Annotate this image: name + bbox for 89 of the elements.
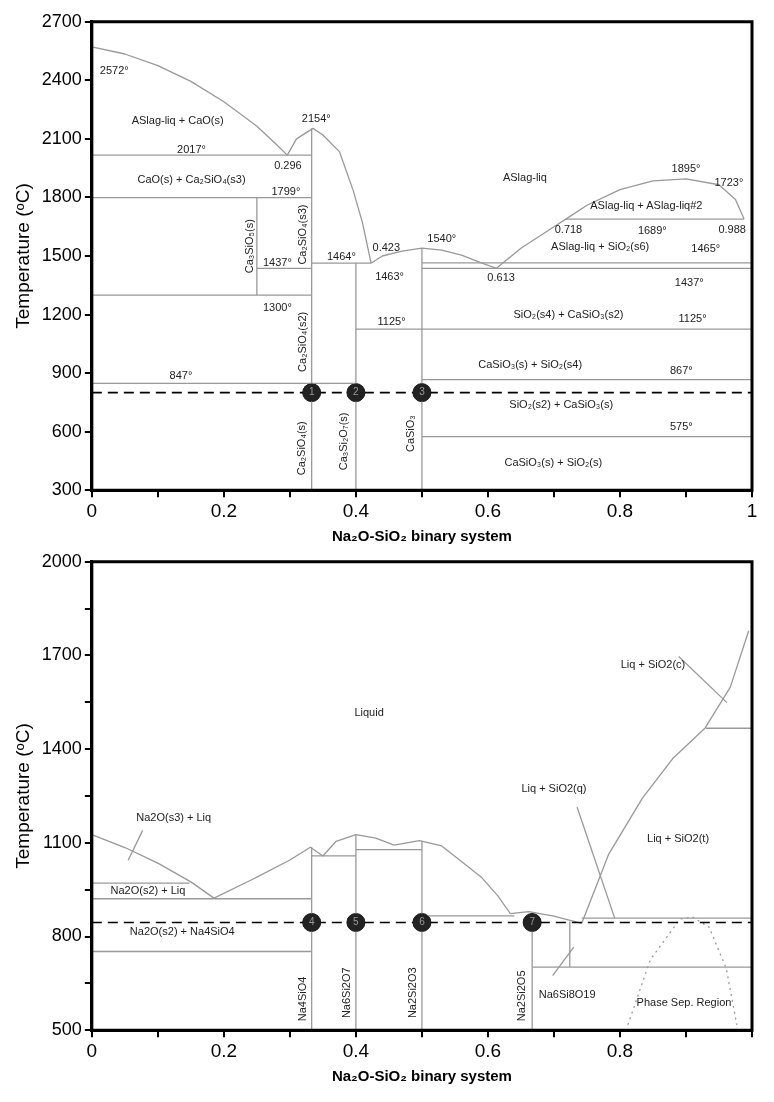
annotation: ASlag-liq + ASlag-liq#2 (590, 199, 703, 212)
annotation: 0.296 (274, 159, 302, 172)
annotation: Na6Si8O19 (538, 987, 596, 1000)
y-tick-label: 2400 (41, 69, 82, 90)
annotation: Na2O(s2) + Liq (110, 884, 186, 897)
annotation: Ca₂SiO₄(s2) (296, 311, 309, 372)
annotation: 0.423 (372, 241, 401, 254)
annotation: 2017° (177, 142, 206, 155)
y-tick-label: 900 (51, 362, 82, 383)
annotation: Liq + SiO2(t) (647, 831, 710, 844)
annotation: 1125° (377, 315, 406, 328)
annotation: Liq + SiO2(c) (620, 657, 686, 670)
annotation: 3 (419, 386, 426, 398)
annotation: Phase Sep. Region (636, 996, 732, 1009)
annotation: Liq + SiO2(q) (521, 782, 587, 795)
y-tick-label: 800 (51, 925, 82, 946)
x-tick-label: 0.8 (606, 499, 634, 521)
x-axis-title: Na₂O-SiO₂ binary system (331, 527, 512, 545)
x-axis-title: Na₂O-SiO₂ binary system (331, 1067, 512, 1085)
y-tick-label: 1800 (41, 186, 82, 207)
annotation: 6 (419, 916, 426, 928)
annotation: 2 (353, 386, 360, 398)
annotation: 1 (308, 386, 315, 398)
y-tick-label: 2000 (41, 550, 82, 571)
annotation: Na2O(s2) + Na4SiO4 (129, 924, 235, 937)
y-tick-label: 500 (51, 1019, 82, 1040)
annotation: 1799° (271, 184, 301, 197)
annotation: CaSiO₃(s) + SiO₂(s4) (478, 358, 583, 371)
annotation: Ca₂SiO₄(s) (294, 421, 307, 476)
annotation: Ca₃Si₂O₇(s) (337, 412, 350, 471)
annotation: 1125° (678, 312, 707, 325)
y-tick-label: 300 (51, 479, 82, 500)
annotation: ASlag-liq + CaO(s) (131, 114, 224, 127)
annotation: 2572° (99, 63, 129, 76)
annotation: ASlag-liq + SiO₂(s6) (551, 240, 650, 253)
annotation: Na2O(s3) + Liq (136, 810, 212, 823)
x-tick-label: 0 (86, 499, 98, 521)
annotation: SiO₂(s4) + CaSiO₃(s2) (513, 307, 624, 320)
annotation: 1437° (674, 276, 704, 289)
annotation: 1540° (427, 232, 457, 245)
annotation: 867° (669, 364, 693, 377)
annotation: Ca₂SiO₄(s3) (296, 204, 309, 265)
x-tick-label: 0 (86, 1039, 98, 1061)
x-tick-label: 0.2 (210, 1039, 238, 1061)
annotation: ASlag-liq (502, 170, 547, 183)
annotation: CaSiO₃(s) + SiO₂(s) (504, 455, 603, 468)
y-tick-label: 600 (51, 420, 82, 441)
annotation: 1689° (637, 223, 667, 236)
annotation: 7 (529, 916, 536, 928)
annotation: 2154° (301, 112, 331, 125)
annotation: 1465° (691, 242, 721, 255)
annotation: 1464° (326, 250, 356, 263)
x-tick-label: 0.2 (210, 499, 238, 521)
annotation: 1437° (262, 255, 292, 268)
annotation: 5 (353, 916, 360, 928)
annotation: Ca₃SiO₅(s) (243, 219, 256, 274)
annotation: 1895° (671, 162, 701, 175)
y-axis-title: Temperature (ᵒC) (11, 723, 33, 869)
annotation: Na2Si2O5 (515, 970, 528, 1022)
y-axis-title: Temperature (ᵒC) (11, 183, 33, 329)
annotation: 847° (169, 369, 193, 382)
y-tick-label: 1200 (41, 303, 82, 324)
x-tick-label: 0.6 (474, 1039, 502, 1061)
annotation: Na2Si2O3 (405, 967, 418, 1019)
annotation: SiO₂(s2) + CaSiO₃(s) (509, 398, 614, 411)
x-tick-label: 0.6 (474, 499, 502, 521)
annotation: Na4SiO4 (296, 976, 309, 1022)
annotation: CaSiO₃ (404, 415, 417, 453)
annotation: 0.988 (718, 222, 746, 235)
y-tick-label: 1700 (41, 644, 82, 665)
y-tick-label: 2100 (41, 127, 82, 148)
annotation: 0.718 (554, 222, 583, 235)
annotation: Na6Si2O7 (339, 967, 352, 1019)
x-tick-label: 0.8 (606, 1039, 634, 1061)
annotation: 1300° (262, 300, 292, 313)
annotation: 1463° (375, 269, 405, 282)
x-tick-label: 1 (746, 499, 758, 521)
annotation: Liquid (354, 705, 384, 718)
annotation: CaO(s) + Ca₂SiO₄(s3) (137, 172, 246, 185)
y-tick-label: 1500 (41, 244, 82, 265)
annotation: 4 (308, 916, 315, 928)
annotation: 575° (669, 419, 693, 432)
x-tick-label: 0.4 (342, 1039, 370, 1061)
annotation: 0.613 (487, 271, 515, 284)
y-tick-label: 1400 (41, 738, 82, 759)
x-tick-label: 0.4 (342, 499, 370, 521)
annotation: 1723° (714, 175, 744, 188)
y-tick-label: 1100 (43, 831, 82, 852)
y-tick-label: 2700 (41, 10, 82, 31)
